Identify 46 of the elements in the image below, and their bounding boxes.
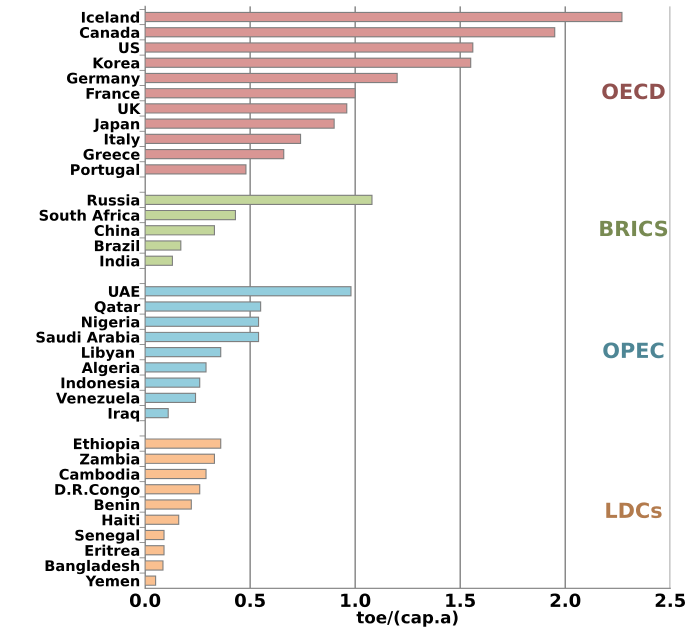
y-tick-label: China (94, 224, 140, 236)
y-tick-label: Bangladesh (46, 560, 140, 574)
x-tick-label: 1.0 (341, 593, 370, 608)
x-tick-label: 0.0 (130, 593, 160, 608)
y-tick-label: Haiti (102, 514, 140, 526)
y-tick-label: Benin (94, 498, 140, 510)
x-axis-title: toe/(cap.a) (356, 610, 458, 627)
x-tick-label: 2.5 (656, 593, 685, 608)
y-tick-label: Saudi Arabia (36, 331, 140, 343)
y-tick-label: Libyan (82, 346, 134, 361)
y-tick-label: Greece (83, 148, 140, 160)
y-tick-label: Algeria (82, 362, 140, 376)
y-tick-label: Nigeria (82, 316, 140, 330)
x-tick-label: 1.5 (446, 594, 475, 608)
y-tick-label: India (100, 255, 140, 267)
x-tick-label: 0.5 (235, 593, 265, 608)
y-tick-label: France (86, 88, 140, 99)
y-tick-label: Eritrea (86, 544, 140, 556)
text: LDCs (606, 502, 662, 518)
y-tick-label: Venezuela (56, 392, 140, 404)
text: OPEC (603, 342, 664, 358)
y-tick-label: Senegal (75, 529, 140, 544)
y-tick-label: Zambia (80, 453, 140, 465)
y-tick-label: Brazil (94, 240, 140, 252)
x-tick-label: 2.0 (550, 593, 580, 608)
y-tick-label: South Africa (40, 210, 140, 221)
y-tick-label: US (119, 42, 140, 54)
y-tick-label: Portugal (71, 164, 140, 178)
y-tick-label: Canada (80, 26, 140, 38)
y-tick-label: Qatar (94, 301, 140, 314)
y-tick-label: Germany (66, 72, 140, 87)
text: OECD (602, 83, 665, 100)
y-tick-label: UAE (108, 286, 140, 297)
y-tick-label: Ethiopia (74, 438, 140, 452)
y-tick-label: Russia (88, 194, 140, 206)
y-tick-label: Cambodia (60, 468, 140, 480)
y-tick-label: Japan (94, 118, 140, 132)
y-tick-label: Korea (94, 58, 140, 68)
y-tick-label: UK (118, 103, 141, 114)
y-tick-label: Italy (104, 133, 140, 148)
y-tick-label: Yemen (86, 576, 140, 586)
y-tick-label: Iraq (108, 408, 140, 422)
y-tick-label: D.R.Congo (55, 484, 140, 498)
text: BRICS (600, 220, 668, 236)
y-tick-label: Indonesia (62, 377, 140, 388)
y-tick-label: Iceland (82, 11, 140, 23)
